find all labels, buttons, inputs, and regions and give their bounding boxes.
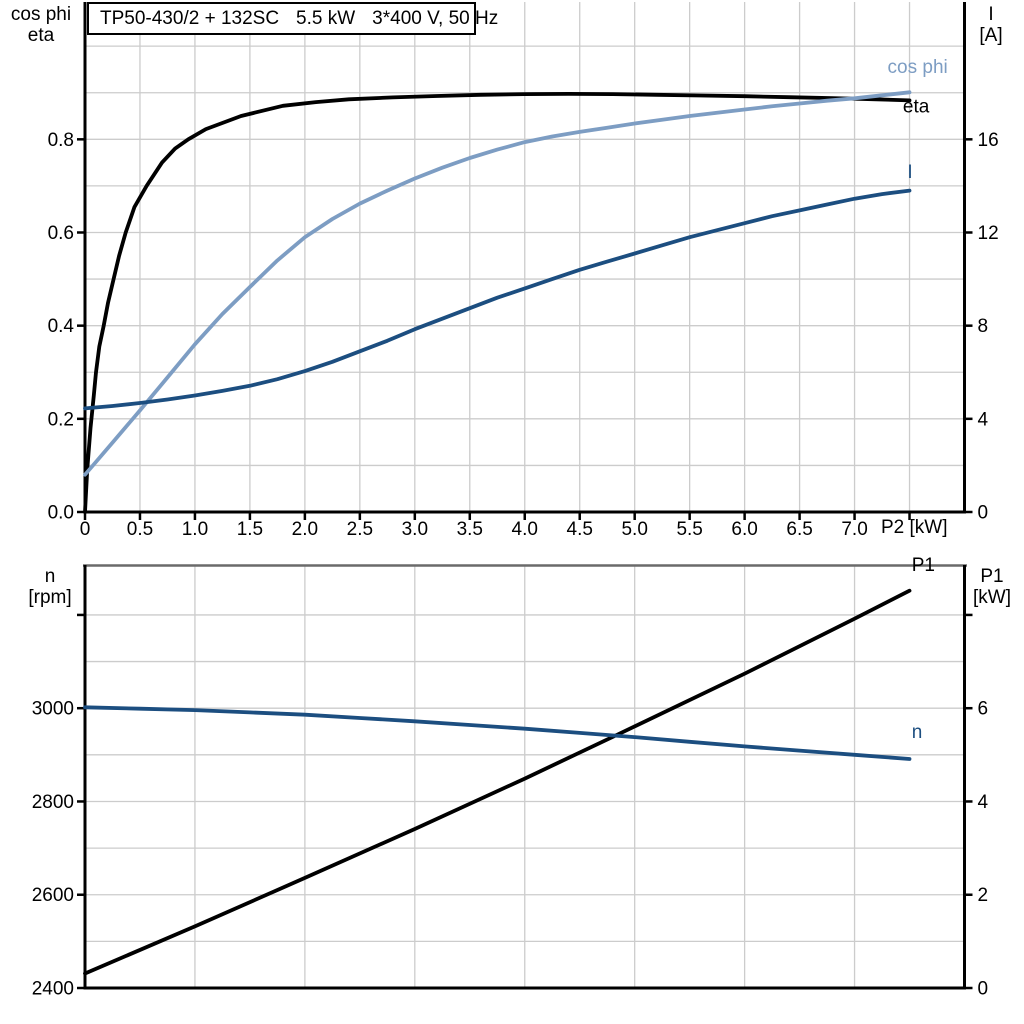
series-i xyxy=(83,188,912,411)
series-eta xyxy=(83,92,912,514)
x-tick-label: 2.0 xyxy=(292,519,318,540)
y-right-tick-label: 4 xyxy=(978,409,989,430)
x-tick-label: 1.0 xyxy=(182,519,208,540)
y-right-tick-label: 8 xyxy=(978,316,989,337)
y-axis-label-n: n xyxy=(44,566,56,587)
y-right-tick-label: 4 xyxy=(978,792,989,813)
y-left-tick-label: 2400 xyxy=(32,979,74,1000)
y-right-tick-label: 0 xyxy=(978,503,989,524)
y-axis-label-p1-name: P1 xyxy=(980,566,1004,587)
y-right-tick-label: 16 xyxy=(978,130,999,151)
y-axis-label-speed: n [rpm] xyxy=(20,566,80,608)
x-tick-label: 4.5 xyxy=(567,519,593,540)
x-tick-label: 0.5 xyxy=(127,519,153,540)
x-tick-label: 5.5 xyxy=(676,519,702,540)
y-right-tick-label: 2 xyxy=(978,885,989,906)
y-axis-label-current: I [A] xyxy=(966,4,1016,46)
y-left-tick-label: 3000 xyxy=(32,699,74,720)
y-axis-label-n-unit: [rpm] xyxy=(28,587,72,608)
x-tick-label: 3.0 xyxy=(402,519,428,540)
y-axis-label-eta: eta xyxy=(27,25,55,46)
series-label-i: I xyxy=(907,162,912,183)
x-tick-label: 7.0 xyxy=(841,519,867,540)
y-right-tick-label: 12 xyxy=(978,223,999,244)
y-left-tick-label: 0.6 xyxy=(48,223,74,244)
chart-title-voltage: 3*400 V, 50 Hz xyxy=(372,7,499,29)
y-axis-label-cosphi: cos phi xyxy=(10,4,72,25)
series-p1 xyxy=(83,588,912,976)
series-label-cos-phi: cos phi xyxy=(888,57,948,78)
x-tick-label: 4.0 xyxy=(512,519,538,540)
y-left-tick-label: 0.4 xyxy=(48,316,75,337)
series-n xyxy=(83,705,912,761)
chart-title-box: TP50-430/2 + 132SC 5.5 kW 3*400 V, 50 Hz xyxy=(87,2,498,35)
y-left-tick-label: 0.8 xyxy=(48,130,74,151)
x-tick-label: 2.5 xyxy=(347,519,373,540)
x-tick-label: 6.5 xyxy=(786,519,812,540)
x-axis-label-p2: P2 [kW] xyxy=(881,517,948,538)
series-label-eta: eta xyxy=(903,96,930,117)
y-right-tick-label: 0 xyxy=(978,979,989,1000)
y-axis-label-cosphi-eta: cos phi eta xyxy=(2,4,80,46)
y-left-tick-label: 0.2 xyxy=(48,409,74,430)
y-axis-label-p1-unit: [kW] xyxy=(973,587,1011,608)
chart-title-pump: TP50-430/2 + 132SC xyxy=(100,7,280,29)
y-axis-label-p1: P1 [kW] xyxy=(964,566,1020,608)
series-label-n: n xyxy=(912,722,923,743)
y-axis-label-i: I xyxy=(988,4,994,25)
y-axis-label-i-unit: [A] xyxy=(979,25,1003,46)
series-cos-phi xyxy=(83,90,912,477)
x-tick-label: 3.5 xyxy=(457,519,483,540)
y-left-tick-label: 2800 xyxy=(32,792,74,813)
y-left-tick-label: 0.0 xyxy=(48,503,74,524)
x-tick-label: 6.0 xyxy=(731,519,757,540)
series-label-p1: P1 xyxy=(912,555,935,576)
y-left-tick-label: 2600 xyxy=(32,885,74,906)
chart-title-power: 5.5 kW xyxy=(296,7,356,29)
x-tick-label: 5.0 xyxy=(621,519,647,540)
x-tick-label: 0 xyxy=(80,519,91,540)
x-tick-label: 1.5 xyxy=(237,519,263,540)
y-right-tick-label: 6 xyxy=(978,699,989,720)
